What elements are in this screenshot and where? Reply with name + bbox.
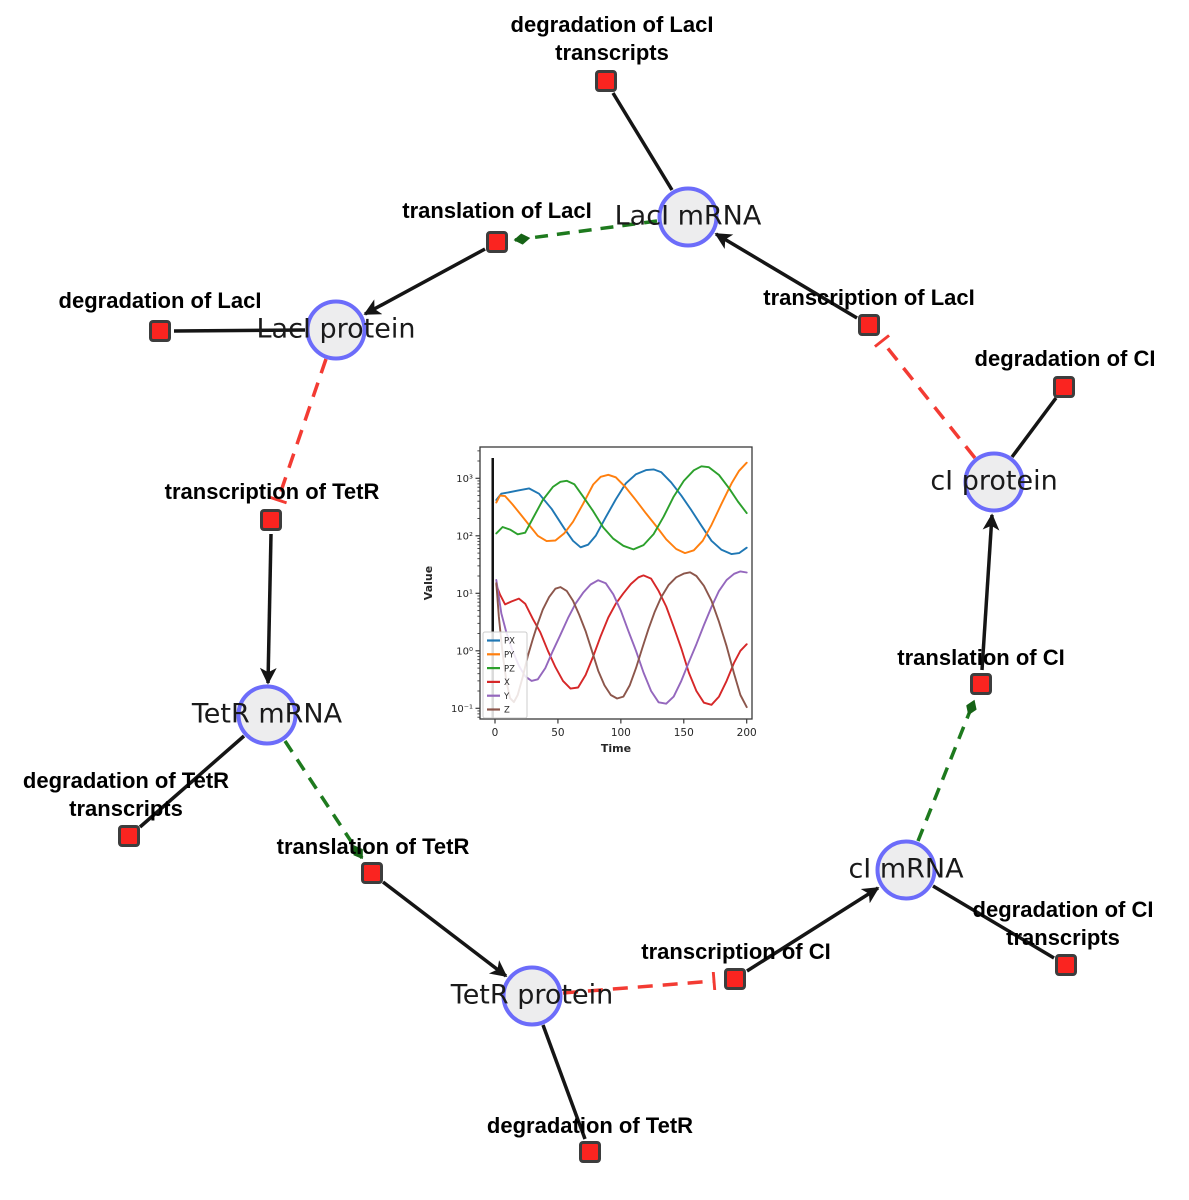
x-tick-label: 100 — [611, 727, 631, 739]
chart-frame — [479, 446, 753, 720]
reaction-label-translation-of-ci: translation of CI — [897, 644, 1064, 672]
species-label-ci-mrna: cI mRNA — [848, 853, 964, 885]
reaction-label-degradation-of-tetr-transcripts: degradation of TetR transcripts — [23, 767, 229, 823]
reaction-node-translation-of-ci — [970, 673, 992, 695]
species-label-laci-protein: LacI protein — [256, 313, 416, 345]
edge-ci-mrna-to-degradation — [932, 884, 1055, 960]
reaction-node-degradation-of-ci-transcripts — [1055, 954, 1077, 976]
edge-laci-mrna-to-degradation — [611, 92, 674, 191]
reaction-label-line: transcription of LacI — [763, 285, 975, 310]
edge-laci-protein-to-degradation — [173, 328, 306, 333]
time-course-plot-svg: 10³ 10² 10¹ 10⁰ 10⁻¹ 0 50 100 150 200 Time Value PX P… — [422, 446, 757, 755]
reaction-node-transcription-of-laci — [858, 314, 880, 336]
x-tick-label: 150 — [674, 727, 694, 739]
legend-label-Y: Y — [503, 692, 510, 702]
y-axis-label: Value — [422, 566, 435, 600]
edge-transcription-ci-to-mrna — [746, 886, 880, 973]
legend-label-PZ: PZ — [504, 664, 515, 674]
edge-translation-ci-to-protein — [980, 513, 1000, 671]
reaction-label-line: translation of LacI — [402, 198, 592, 223]
species-node-laci-protein — [305, 299, 367, 361]
reaction-label-degradation-of-tetr: degradation of TetR — [487, 1112, 693, 1140]
reaction-node-translation-of-tetr — [361, 862, 383, 884]
species-label-ci-protein: cI protein — [930, 465, 1058, 497]
reaction-label-line: transcripts — [1006, 925, 1120, 950]
series-line-Y — [495, 570, 748, 705]
edge-tetr-mrna-to-degradation — [138, 734, 246, 829]
reaction-label-line: transcripts — [555, 40, 669, 65]
x-axis-label: Time — [601, 742, 631, 755]
reaction-label-line: transcripts — [69, 796, 183, 821]
y-tick-label: 10¹ — [456, 589, 473, 600]
reaction-label-line: transcription of TetR — [164, 479, 380, 504]
reaction-label-degradation-of-ci: degradation of CI — [975, 345, 1156, 373]
reaction-label-line: degradation of LacI — [58, 288, 262, 313]
y-tick-label: 10² — [456, 531, 473, 542]
edge-translation-laci-to-protein — [363, 247, 486, 316]
edge-tetr-protein-to-degradation — [541, 1024, 587, 1140]
reaction-label-translation-of-tetr: translation of TetR — [277, 833, 470, 861]
species-label-tetr-protein: TetR protein — [450, 979, 614, 1011]
edge-transcription-laci-to-mrna — [714, 232, 858, 320]
edge-tetr-protein-inhibits-ci-txn — [562, 971, 717, 995]
reaction-node-translation-of-laci — [486, 231, 508, 253]
edge-ci-protein-to-degradation — [1010, 396, 1058, 459]
edge-tetr-mrna-to-translation — [283, 740, 364, 860]
reaction-label-transcription-of-tetr: transcription of TetR — [165, 478, 380, 506]
reaction-label-line: degradation of LacI — [510, 12, 714, 37]
reaction-label-degradation-of-ci-transcripts: degradation of CI transcripts — [973, 896, 1154, 952]
reaction-label-line: degradation of TetR — [22, 768, 230, 793]
series-line-Z — [495, 571, 748, 709]
reaction-label-line: translation of TetR — [276, 834, 470, 859]
reaction-node-degradation-of-laci — [149, 320, 171, 342]
reaction-node-degradation-of-tetr-transcripts — [118, 825, 140, 847]
x-tick-label: 0 — [492, 727, 499, 739]
reaction-node-transcription-of-ci — [724, 968, 746, 990]
edge-laci-mrna-to-translation — [513, 219, 658, 245]
species-label-tetr-mrna: TetR mRNA — [191, 698, 343, 730]
reaction-label-line: degradation of CI — [972, 897, 1154, 922]
y-tick-label: 10⁰ — [456, 646, 473, 657]
reaction-label-degradation-of-laci-transcripts: degradation of LacI transcripts — [511, 11, 714, 67]
reaction-label-transcription-of-laci: transcription of LacI — [763, 284, 974, 312]
legend-label-PX: PX — [504, 637, 515, 647]
edge-transcription-tetr-to-mrna — [259, 533, 277, 685]
series-line-PY — [495, 461, 748, 555]
species-label-laci-mrna: LacI mRNA — [614, 200, 762, 232]
reaction-label-line: degradation of TetR — [486, 1113, 694, 1138]
species-node-tetr-mrna — [236, 684, 298, 746]
y-tick-label: 10³ — [456, 474, 473, 485]
y-tick-label: 10⁻¹ — [451, 704, 473, 715]
x-tick-label: 200 — [737, 727, 757, 739]
species-node-ci-protein — [963, 451, 1025, 513]
reaction-label-transcription-of-ci: transcription of CI — [641, 938, 830, 966]
reaction-label-line: degradation of CI — [974, 346, 1156, 371]
edge-ci-protein-inhibits-laci-txn — [873, 334, 977, 460]
species-node-ci-mrna — [875, 839, 937, 901]
legend-label-X: X — [504, 678, 510, 688]
reaction-label-translation-of-laci: translation of LacI — [402, 197, 591, 225]
edge-translation-tetr-to-protein — [381, 880, 508, 978]
series-line-X — [495, 574, 748, 706]
time-course-plot: 10³ 10² 10¹ 10⁰ 10⁻¹ 0 50 100 150 200 Time Value PX P… — [410, 430, 770, 780]
series-line-PZ — [495, 465, 748, 551]
reaction-node-degradation-of-laci-transcripts — [595, 70, 617, 92]
species-node-laci-mrna — [657, 186, 719, 248]
reaction-label-line: transcription of CI — [641, 939, 831, 964]
reaction-node-transcription-of-tetr — [260, 509, 282, 531]
reaction-label-degradation-of-laci: degradation of LacI — [59, 287, 262, 315]
edge-ci-mrna-to-translation — [916, 699, 977, 842]
species-node-tetr-protein — [501, 965, 563, 1027]
reaction-label-line: translation of CI — [897, 645, 1065, 670]
reaction-node-degradation-of-ci — [1053, 376, 1075, 398]
reaction-node-degradation-of-tetr — [579, 1141, 601, 1163]
series-group — [495, 461, 748, 709]
legend-label-Z: Z — [504, 706, 510, 716]
legend-label-PY: PY — [504, 651, 515, 661]
x-tick-label: 50 — [551, 727, 564, 739]
